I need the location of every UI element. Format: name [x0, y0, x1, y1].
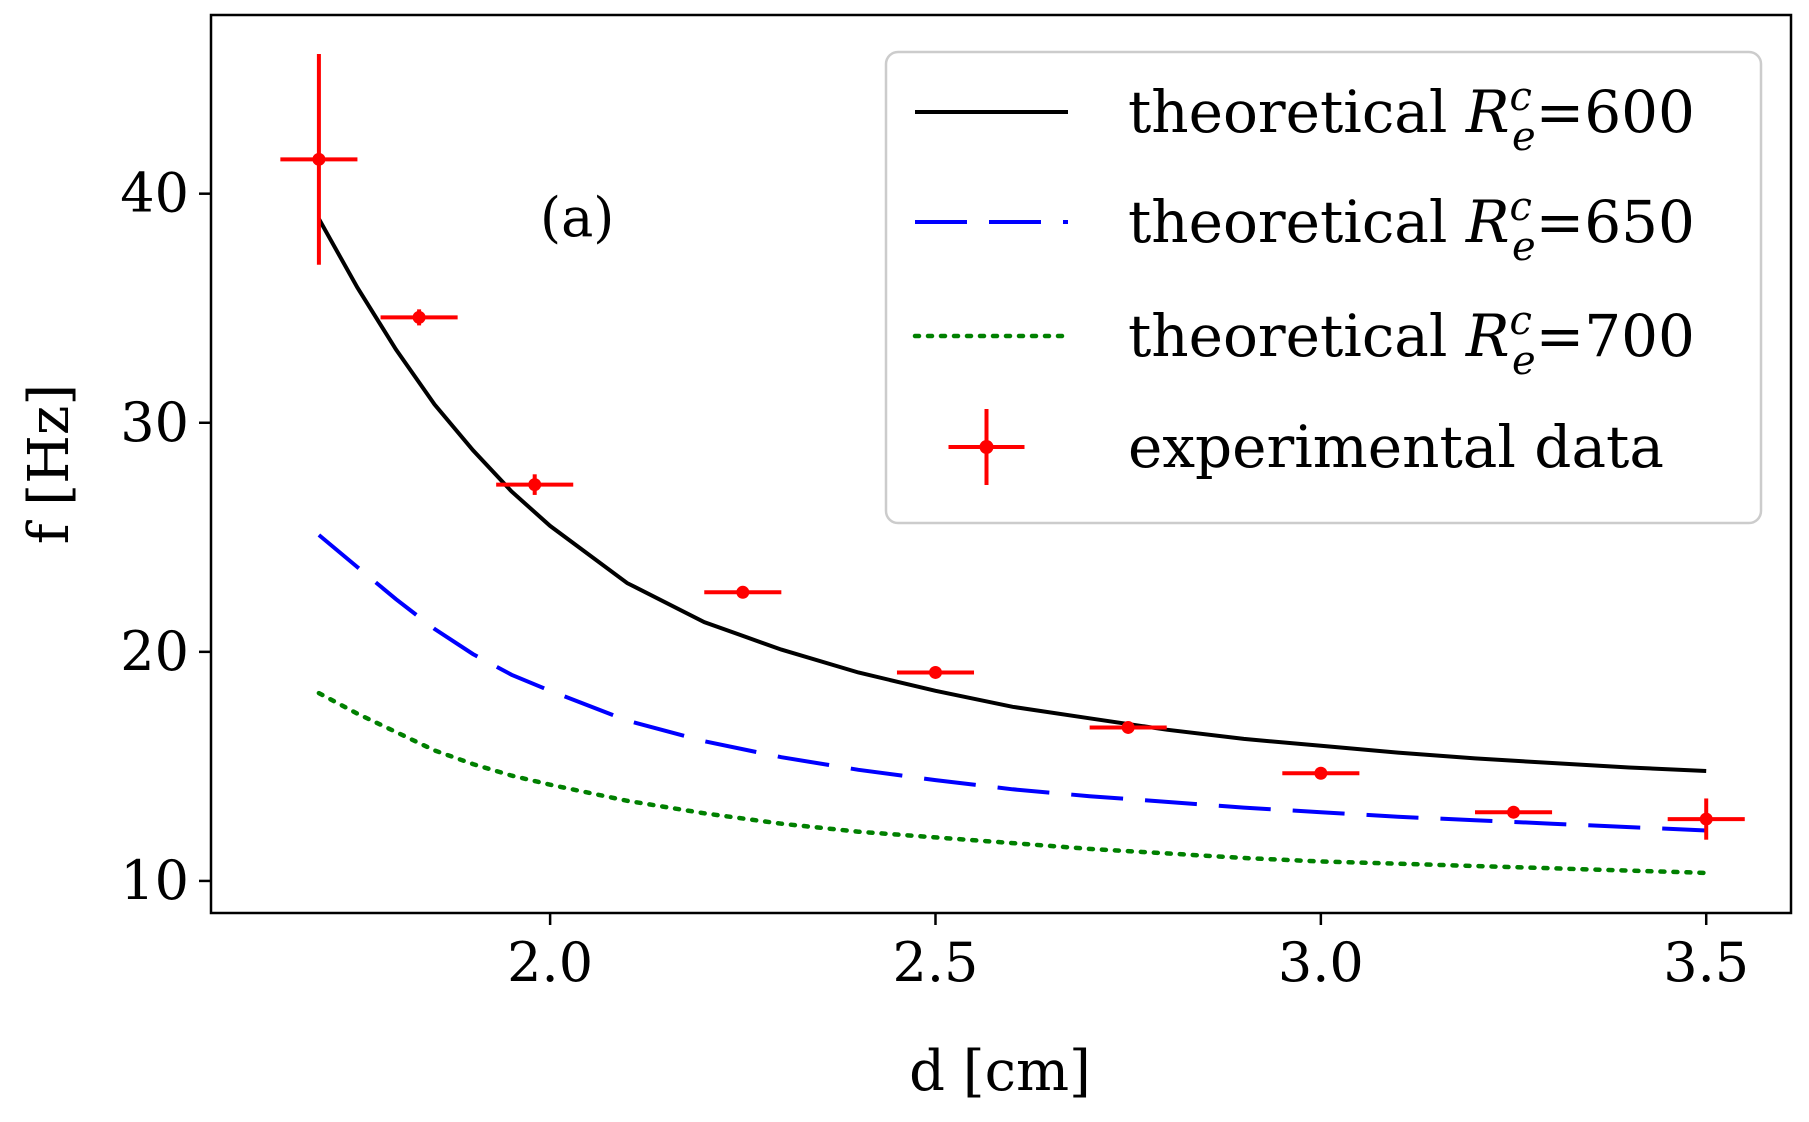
y-axis: 10 20 30 40: [120, 162, 211, 912]
legend-label: theoretical Rc e=700: [1128, 298, 1695, 384]
data-marker: [1121, 720, 1135, 734]
experimental-point: [1667, 798, 1745, 840]
experimental-point: [1089, 720, 1167, 734]
y-tick-label: 30: [120, 391, 189, 454]
data-marker: [736, 585, 750, 599]
experimental-points: [280, 53, 1745, 840]
y-tick-label: 20: [120, 620, 189, 683]
plot-area: [280, 53, 1745, 876]
experimental-point: [896, 665, 975, 679]
legend-entry: experimental data: [948, 409, 1664, 485]
y-tick-label: 10: [120, 849, 189, 912]
experimental-point: [496, 474, 574, 495]
x-tick-label: 2.0: [507, 931, 593, 994]
legend-label: theoretical Rc e=600: [1128, 74, 1695, 160]
x-tick-label: 2.5: [893, 931, 979, 994]
theory-lines: [316, 217, 1709, 876]
panel-annotation: (a): [540, 186, 614, 249]
legend-entry: theoretical Rc e=700: [912, 298, 1695, 384]
x-tick-label: 3.5: [1663, 931, 1749, 994]
legend-entry: theoretical Rc e=600: [915, 74, 1695, 160]
data-marker: [1699, 812, 1713, 826]
theory-line-700: [316, 690, 1709, 876]
data-marker: [1314, 766, 1328, 780]
x-axis: 2.0 2.5 3.0 3.5: [507, 913, 1749, 994]
theory-line-600: [317, 217, 1707, 773]
theory-line-650: [317, 533, 1707, 833]
y-axis-label: f [Hz]: [17, 384, 82, 545]
data-marker: [928, 665, 942, 679]
legend-marker: [979, 440, 994, 454]
experimental-point: [704, 585, 782, 599]
data-marker: [412, 310, 426, 324]
legend-entry: theoretical Rc e=650: [915, 184, 1695, 270]
legend-box: [884, 50, 1763, 525]
legend: theoretical Rc e=600 theoretical Rc e=650 th…: [884, 50, 1763, 525]
experimental-point: [1475, 805, 1553, 819]
data-marker: [1507, 805, 1521, 819]
y-tick-label: 40: [120, 162, 189, 225]
experimental-point: [280, 53, 358, 265]
data-marker: [528, 478, 542, 492]
experimental-point: [1282, 766, 1360, 780]
legend-entries: theoretical Rc e=600 theoretical Rc e=650 th…: [912, 74, 1695, 485]
legend-label: experimental data: [1128, 413, 1664, 481]
plot-frame: [209, 13, 1793, 915]
data-marker: [312, 152, 326, 166]
x-tick-label: 3.0: [1278, 931, 1364, 994]
x-axis-label: d [cm]: [909, 1039, 1091, 1104]
experimental-point: [380, 309, 458, 326]
legend-label: theoretical Rc e=650: [1128, 184, 1695, 270]
